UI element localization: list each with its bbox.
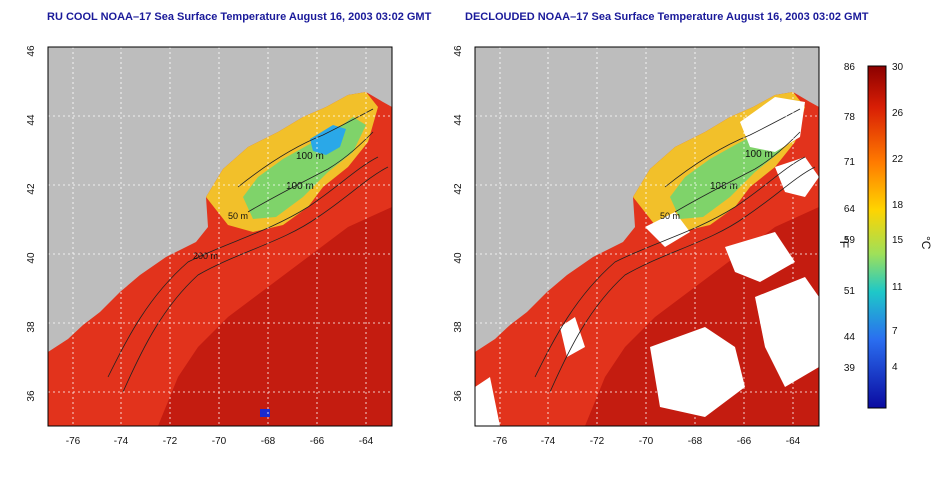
left-map-title: RU COOL NOAA–17 Sea Surface Temperature … — [47, 11, 432, 23]
lat-tick-label: 40 — [453, 252, 464, 264]
right-sst-map: 100 m 100 m 50 m 36 38 40 42 44 46 -76 — [420, 0, 840, 475]
left-sst-map: 100 m 100 m 50 m 200 m 36 38 40 42 44 46 — [0, 0, 420, 475]
lon-tick-label: -72 — [590, 436, 605, 447]
colorbar-gradient — [867, 65, 887, 409]
lat-tick-label: 38 — [453, 321, 464, 333]
lat-tick-label: 38 — [26, 321, 37, 333]
contour-label: 100 m — [710, 181, 738, 192]
celsius-tick: 22 — [892, 154, 904, 165]
colorbar-svg: 86 78 71 64 59 51 44 39 30 26 22 18 15 1… — [837, 62, 933, 409]
lon-tick-label: -76 — [66, 436, 81, 447]
isobath-contour — [549, 166, 816, 393]
celsius-tick: 18 — [892, 200, 904, 211]
fahrenheit-tick: 51 — [844, 286, 856, 297]
fahrenheit-unit-label: °F — [840, 236, 851, 248]
lon-tick-label: -72 — [163, 436, 178, 447]
celsius-tick: 7 — [892, 326, 898, 337]
contour-label: 50 m — [228, 211, 248, 221]
map-frame — [474, 46, 820, 427]
isobath-contour — [237, 108, 374, 188]
contour-label: 100 m — [745, 149, 773, 160]
left-map-svg: 100 m 100 m 50 m 200 m 36 38 40 42 44 46 — [26, 45, 393, 447]
isobath-contour — [247, 131, 374, 213]
fahrenheit-tick: 78 — [844, 112, 856, 123]
lon-tick-label: -76 — [493, 436, 508, 447]
lon-tick-label: -66 — [737, 436, 752, 447]
lat-tick-label: 44 — [26, 114, 37, 126]
lon-tick-label: -68 — [261, 436, 276, 447]
lon-tick-label: -70 — [639, 436, 654, 447]
contour-label: 100 m — [286, 181, 314, 192]
lat-tick-label: 46 — [453, 45, 464, 57]
lon-tick-label: -70 — [212, 436, 227, 447]
celsius-tick: 26 — [892, 108, 904, 119]
cold-water-patch — [310, 125, 346, 155]
right-map-svg: 100 m 100 m 50 m 36 38 40 42 44 46 -76 — [453, 45, 820, 447]
fahrenheit-tick: 71 — [844, 157, 856, 168]
contour-label: 200 m — [193, 251, 218, 261]
fahrenheit-tick: 64 — [844, 204, 856, 215]
celsius-tick: 4 — [892, 362, 898, 373]
celsius-tick: 30 — [892, 62, 904, 73]
fahrenheit-tick: 59 — [844, 235, 856, 246]
lat-tick-label: 44 — [453, 114, 464, 126]
isobath-contour — [107, 156, 379, 378]
contour-label: 100 m — [296, 151, 324, 162]
lon-tick-label: -74 — [541, 436, 556, 447]
contour-label: 50 m — [660, 211, 680, 221]
lat-tick-label: 42 — [453, 183, 464, 195]
isobath-contour — [664, 108, 801, 188]
graticule — [48, 47, 392, 426]
lon-tick-label: -64 — [786, 436, 801, 447]
isobath-contour — [674, 131, 801, 213]
lat-tick-label: 36 — [453, 390, 464, 402]
lat-tick-label: 42 — [26, 183, 37, 195]
lon-tick-label: -74 — [114, 436, 129, 447]
temperature-colorbar: 86 78 71 64 59 51 44 39 30 26 22 18 15 1… — [837, 0, 950, 475]
map-frame — [47, 46, 393, 427]
celsius-unit-label: °C — [919, 236, 933, 250]
lon-tick-label: -68 — [688, 436, 703, 447]
lat-tick-label: 46 — [26, 45, 37, 57]
fahrenheit-tick: 39 — [844, 363, 856, 374]
deep-ocean-area — [158, 207, 392, 426]
graticule — [475, 47, 819, 426]
fahrenheit-tick: 86 — [844, 62, 856, 73]
cold-speck — [260, 409, 270, 417]
lat-tick-label: 36 — [26, 390, 37, 402]
celsius-tick: 15 — [892, 235, 904, 246]
celsius-tick: 11 — [892, 282, 903, 293]
right-map-title: DECLOUDED NOAA–17 Sea Surface Temperatur… — [465, 11, 869, 23]
cloud-mask — [475, 97, 819, 426]
lon-tick-label: -64 — [359, 436, 374, 447]
lat-tick-label: 40 — [26, 252, 37, 264]
isobath-contour — [534, 156, 806, 378]
fahrenheit-tick: 44 — [844, 332, 856, 343]
isobath-contour — [122, 166, 389, 393]
lon-tick-label: -66 — [310, 436, 325, 447]
